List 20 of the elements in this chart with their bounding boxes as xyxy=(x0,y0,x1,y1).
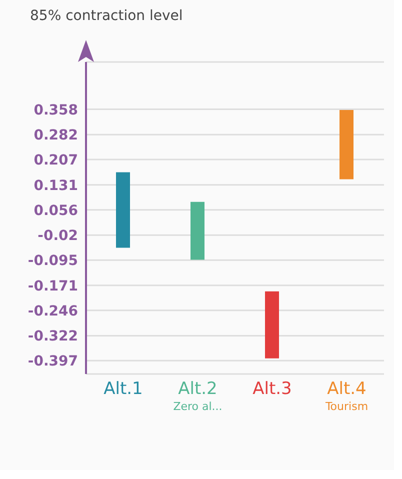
y-tick-label: 0.358 xyxy=(34,102,78,118)
y-tick-label: -0.171 xyxy=(28,278,78,294)
x-tick-label: Alt.2 Zero al... xyxy=(173,379,222,413)
bar xyxy=(340,110,354,180)
y-tick-label: 0.056 xyxy=(34,202,78,219)
x-tick-label: Alt.4 Tourism xyxy=(324,379,368,413)
y-tick-label: -0.322 xyxy=(28,328,78,345)
y-tick-label: 0.131 xyxy=(34,178,78,194)
y-axis-title: 85% contraction level xyxy=(30,8,183,24)
bar xyxy=(265,291,279,358)
x-tick-label: Alt.3 xyxy=(252,379,292,399)
bar xyxy=(190,202,204,260)
y-tick-label: 0.207 xyxy=(34,152,78,169)
y-tick-label: 0.282 xyxy=(34,128,78,144)
y-tick-label: -0.397 xyxy=(28,354,78,370)
bar xyxy=(116,172,130,248)
x-tick-label: Alt.1 xyxy=(104,379,143,399)
y-tick-label: -0.246 xyxy=(28,303,78,320)
y-tick-label: -0.095 xyxy=(28,253,78,270)
y-tick-label: -0.02 xyxy=(38,228,78,244)
